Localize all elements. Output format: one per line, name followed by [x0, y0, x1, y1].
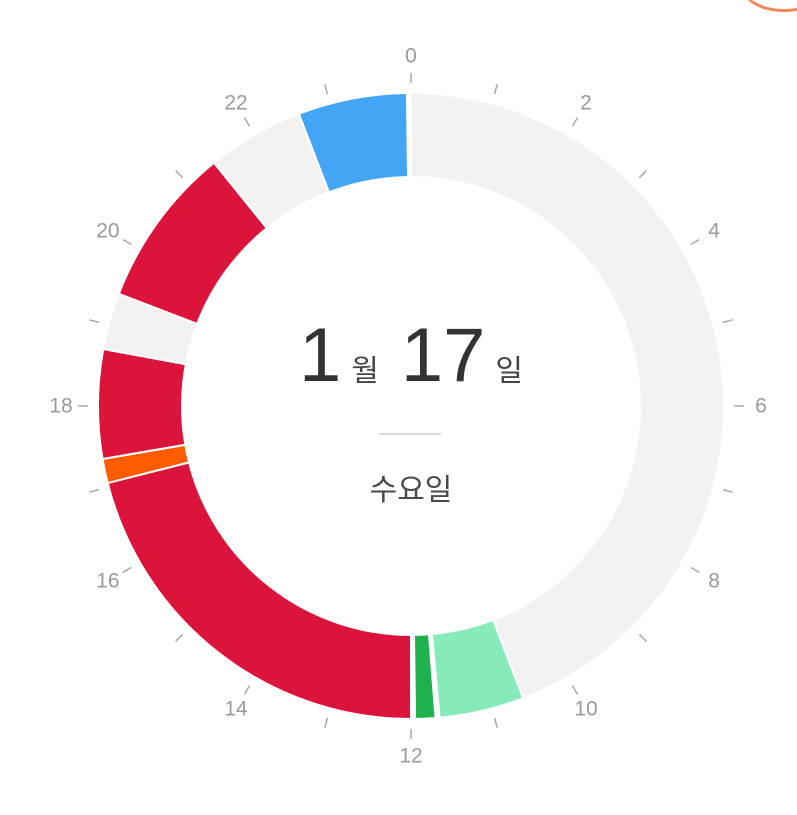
- hour-label-4: 4: [708, 220, 720, 243]
- hour-label-20: 20: [96, 220, 119, 243]
- donut-segment-2: [412, 633, 437, 720]
- hour-tick-22: [243, 117, 251, 127]
- day-number: 17: [400, 313, 486, 398]
- hour-tick-20: [122, 238, 132, 246]
- hour-tick-15: [175, 633, 184, 642]
- donut-segment-9: [297, 92, 410, 194]
- hour-tick-2: [571, 117, 579, 127]
- hour-tick-7: [722, 488, 733, 493]
- donut-segment-3: [106, 461, 412, 721]
- month-number: 1: [298, 313, 342, 398]
- hour-tick-1: [493, 84, 498, 95]
- hour-tick-10: [571, 685, 579, 695]
- hour-label-0: 0: [405, 45, 417, 68]
- donut-segment-0: [410, 91, 725, 700]
- hour-label-10: 10: [574, 698, 597, 721]
- donut-segment-5: [97, 347, 188, 461]
- hour-tick-11: [493, 717, 498, 728]
- hour-tick-16: [122, 566, 132, 574]
- center-divider: [379, 433, 441, 435]
- hour-tick-17: [89, 488, 100, 493]
- donut-segment-1: [430, 618, 525, 719]
- hour-label-16: 16: [96, 570, 119, 593]
- hour-tick-3: [638, 170, 647, 179]
- hour-tick-5: [722, 319, 733, 324]
- hour-label-8: 8: [708, 570, 720, 593]
- day-unit: 일: [495, 355, 524, 388]
- hour-tick-14: [243, 685, 251, 695]
- hour-label-18: 18: [49, 395, 72, 418]
- weekday-label: 수요일: [369, 474, 453, 507]
- hour-tick-19: [89, 319, 100, 324]
- month-unit: 월: [351, 355, 379, 388]
- hour-tick-21: [175, 170, 184, 179]
- hour-tick-4: [690, 238, 700, 246]
- hour-tick-23: [324, 84, 329, 95]
- hour-label-14: 14: [224, 698, 248, 721]
- hour-tick-9: [638, 633, 647, 642]
- hour-tick-13: [324, 717, 329, 728]
- hour-tick-8: [690, 566, 700, 574]
- hour-label-12: 12: [399, 745, 422, 768]
- hour-label-2: 2: [580, 91, 592, 114]
- center-date: 1 월 17 일: [299, 318, 523, 394]
- hour-label-6: 6: [755, 395, 767, 418]
- hour-label-22: 22: [224, 91, 247, 114]
